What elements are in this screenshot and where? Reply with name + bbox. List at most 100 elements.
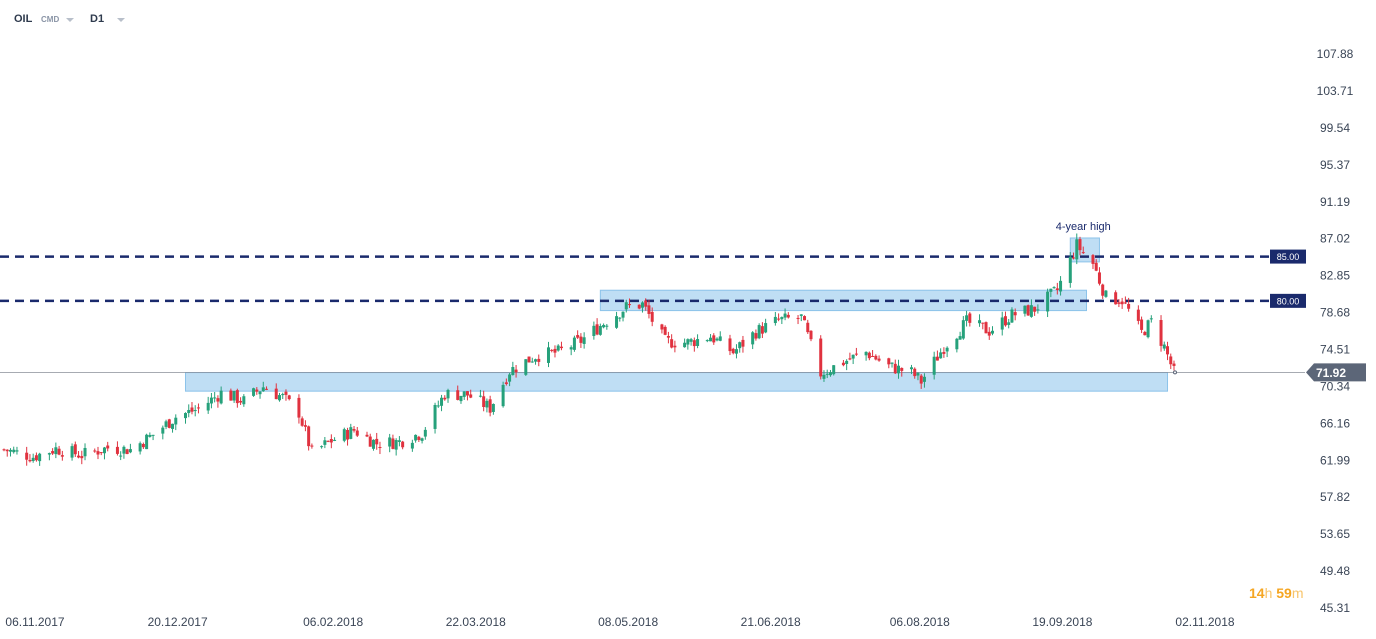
candle-body <box>145 434 149 450</box>
candle <box>893 359 897 374</box>
y-tick-label: 61.99 <box>1320 453 1350 467</box>
candle <box>284 389 288 401</box>
y-tick-label: 82.85 <box>1320 269 1350 283</box>
candle <box>482 390 486 412</box>
candle <box>939 348 943 359</box>
candle <box>741 335 745 353</box>
candle <box>534 358 538 365</box>
candle <box>122 445 126 459</box>
candle-body <box>984 322 988 334</box>
candle <box>349 423 353 440</box>
level-tag-1: 80.00 <box>1277 296 1300 306</box>
candle-body <box>232 390 236 401</box>
candle <box>1091 254 1095 270</box>
candle-body <box>93 450 97 452</box>
candle-body <box>326 440 330 442</box>
candle-body <box>991 330 995 334</box>
candle <box>961 316 965 340</box>
candle-body <box>485 400 489 408</box>
candle-body <box>550 349 554 351</box>
x-tick-label: 06.02.2018 <box>303 615 363 629</box>
candle-body <box>274 388 278 400</box>
candle-body <box>488 399 492 413</box>
candle <box>1068 252 1072 288</box>
candle-body <box>511 367 515 376</box>
candle-body <box>825 373 829 375</box>
candle-body <box>1094 262 1098 271</box>
y-tick-label: 95.37 <box>1320 158 1350 172</box>
candle <box>1143 330 1147 336</box>
interval-dropdown-chevron-icon[interactable] <box>117 18 125 22</box>
candle <box>73 441 77 457</box>
candle <box>102 446 106 460</box>
zones-layer <box>184 237 1169 392</box>
candle-body <box>1013 312 1017 316</box>
candle-body <box>689 339 693 342</box>
candle <box>618 317 622 322</box>
candle-body <box>1075 239 1079 260</box>
candle <box>206 396 210 414</box>
candle <box>777 313 781 322</box>
candle <box>456 385 460 401</box>
candle <box>174 414 178 431</box>
candle <box>436 400 440 408</box>
candle <box>666 331 670 344</box>
interval-selector[interactable]: D1 <box>90 13 105 25</box>
candle <box>712 333 716 345</box>
candle <box>183 412 187 424</box>
candle-body <box>443 397 447 400</box>
candle <box>553 345 557 358</box>
y-tick-label: 49.48 <box>1320 564 1350 578</box>
candle-body <box>841 362 845 366</box>
symbol-label[interactable]: OIL <box>14 13 33 25</box>
candle <box>401 440 405 450</box>
candle-body <box>1068 256 1072 283</box>
candle <box>229 388 233 401</box>
candle <box>261 381 265 392</box>
candle <box>796 315 800 325</box>
candle-body <box>122 446 126 454</box>
candle-body <box>692 340 696 347</box>
candle <box>119 451 123 461</box>
zone-box-0 <box>184 372 1169 392</box>
candle <box>187 404 191 418</box>
candle-body <box>138 443 142 452</box>
candle <box>277 392 281 402</box>
candle-body <box>209 397 213 404</box>
candle <box>828 369 832 377</box>
candle-body <box>621 311 625 318</box>
candle-body <box>397 440 401 442</box>
candle-body <box>514 369 518 373</box>
candle-body <box>1033 306 1037 312</box>
candle <box>93 448 97 453</box>
candle-body <box>819 338 823 377</box>
candle <box>1094 259 1098 272</box>
candle-body <box>261 387 265 392</box>
candle-body <box>342 429 346 441</box>
candle-body <box>803 316 807 321</box>
candle <box>414 434 418 443</box>
candle <box>320 445 324 449</box>
candle-body <box>391 438 395 449</box>
candle <box>1000 311 1004 336</box>
candle <box>469 389 473 399</box>
candle <box>1059 276 1063 296</box>
candle <box>786 312 790 319</box>
candle <box>34 452 38 462</box>
candle-body <box>70 446 74 458</box>
candle-body <box>845 360 849 364</box>
candle-body <box>119 455 123 457</box>
candle-body <box>80 456 84 459</box>
source-dropdown-chevron-icon[interactable] <box>66 18 74 22</box>
candle-body <box>73 444 77 455</box>
candle-body <box>773 316 777 324</box>
candle <box>1146 319 1150 339</box>
candle-body <box>355 430 359 436</box>
candle <box>485 398 489 413</box>
candle-body <box>284 391 288 395</box>
candle-body <box>297 397 301 418</box>
y-tick-label: 74.51 <box>1320 342 1350 356</box>
candle-body <box>893 363 897 374</box>
y-tick-label: 87.02 <box>1320 232 1350 246</box>
